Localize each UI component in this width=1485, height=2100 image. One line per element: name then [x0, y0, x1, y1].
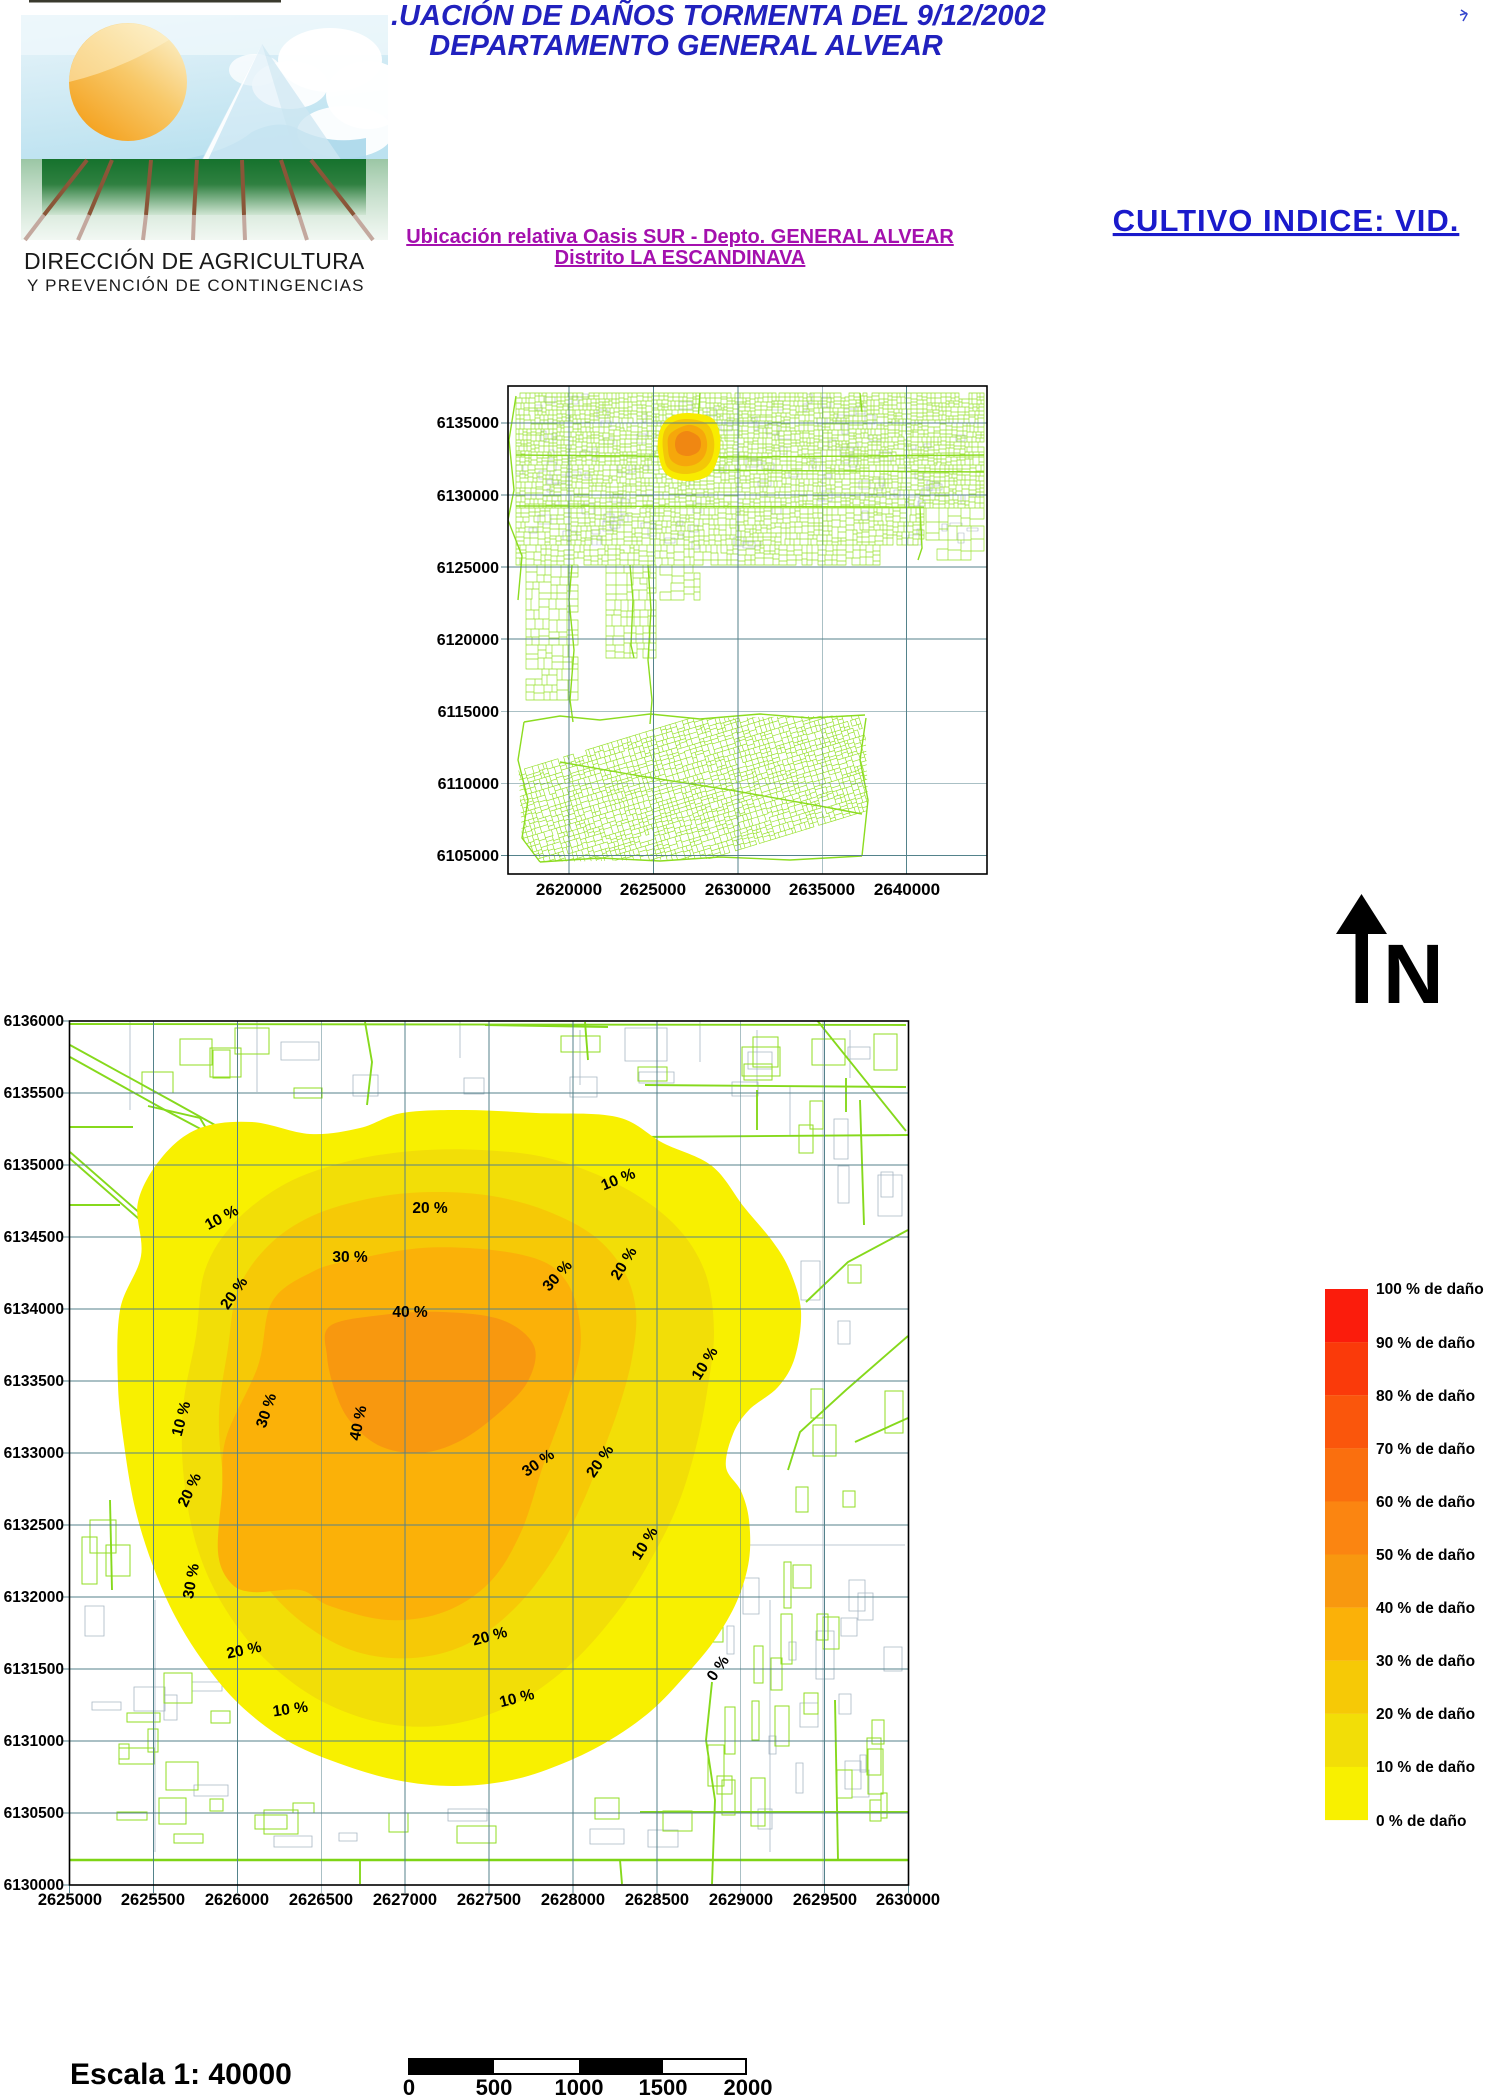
svg-text:6115000: 6115000: [438, 704, 500, 721]
svg-text:6110000: 6110000: [438, 776, 500, 793]
svg-text:Y PREVENCIÓN DE CONTINGENCIAS: Y PREVENCIÓN DE CONTINGENCIAS: [27, 276, 365, 295]
svg-text:2626000: 2626000: [205, 1891, 269, 1909]
svg-text:20 %: 20 %: [412, 1200, 448, 1217]
svg-text:2640000: 2640000: [874, 880, 940, 899]
svg-text:6135000: 6135000: [437, 415, 499, 432]
svg-text:30 %: 30 %: [180, 1562, 203, 1600]
svg-text:6105000: 6105000: [437, 848, 499, 865]
svg-text:Distrito LA ESCANDINAVA: Distrito LA ESCANDINAVA: [555, 247, 806, 269]
svg-text:6134000: 6134000: [4, 1301, 64, 1318]
svg-text:2626500: 2626500: [289, 1891, 353, 1909]
svg-text:Escala 1: 40000: Escala 1: 40000: [70, 2058, 292, 2091]
svg-text:80 % de daño: 80 % de daño: [1376, 1388, 1475, 1405]
svg-text:20 % de daño: 20 % de daño: [1376, 1706, 1475, 1723]
svg-text:2628000: 2628000: [541, 1891, 605, 1909]
svg-text:6134500: 6134500: [4, 1229, 64, 1246]
svg-text:30 % de daño: 30 % de daño: [1376, 1653, 1475, 1670]
svg-text:0 % de daño: 0 % de daño: [1376, 1813, 1466, 1830]
svg-text:2625000: 2625000: [38, 1891, 102, 1909]
svg-text:2635000: 2635000: [789, 880, 855, 899]
svg-text:50 % de daño: 50 % de daño: [1376, 1547, 1475, 1564]
svg-text:60 % de daño: 60 % de daño: [1376, 1494, 1475, 1511]
svg-text:6130000: 6130000: [437, 488, 499, 505]
svg-text:DIRECCIÓN DE AGRICULTURA: DIRECCIÓN DE AGRICULTURA: [24, 248, 365, 274]
svg-text:6136000: 6136000: [4, 1013, 64, 1030]
svg-text:2629000: 2629000: [709, 1891, 773, 1909]
svg-text:6131500: 6131500: [4, 1661, 64, 1678]
svg-text:CULTIVO INDICE: VID.: CULTIVO INDICE: VID.: [1113, 203, 1460, 238]
svg-text:2628500: 2628500: [625, 1891, 689, 1909]
svg-text:0 %: 0 %: [704, 1652, 733, 1684]
svg-text:1000: 1000: [555, 2075, 604, 2100]
svg-text:6132500: 6132500: [4, 1517, 64, 1534]
svg-text:6120000: 6120000: [437, 632, 499, 649]
svg-text:70 % de daño: 70 % de daño: [1376, 1441, 1475, 1458]
svg-text:100 % de daño: 100 % de daño: [1376, 1281, 1484, 1298]
svg-text:6130500: 6130500: [4, 1805, 64, 1822]
svg-text:500: 500: [476, 2075, 513, 2100]
svg-text:N: N: [1383, 927, 1444, 1021]
svg-text:.UACIÓN DE DAÑOS TORMENTA DEL: .UACIÓN DE DAÑOS TORMENTA DEL 9/12/2002: [391, 0, 1046, 32]
svg-text:6132000: 6132000: [4, 1589, 64, 1606]
svg-text:30 %: 30 %: [332, 1249, 368, 1266]
svg-text:2000: 2000: [724, 2075, 773, 2100]
svg-text:1500: 1500: [639, 2075, 688, 2100]
svg-text:2627500: 2627500: [457, 1891, 521, 1909]
svg-text:6135000: 6135000: [4, 1157, 64, 1174]
svg-text:90 % de daño: 90 % de daño: [1376, 1335, 1475, 1352]
svg-text:2629500: 2629500: [793, 1891, 857, 1909]
svg-text:40 % de daño: 40 % de daño: [1376, 1600, 1475, 1617]
svg-text:6133000: 6133000: [4, 1445, 64, 1462]
svg-text:0: 0: [403, 2075, 415, 2100]
svg-text:2625500: 2625500: [121, 1891, 185, 1909]
svg-text:6135500: 6135500: [4, 1085, 64, 1102]
svg-text:40 %: 40 %: [392, 1304, 428, 1321]
svg-text:6131000: 6131000: [4, 1733, 64, 1750]
svg-text:6125000: 6125000: [437, 560, 499, 577]
svg-text:10 %: 10 %: [272, 1699, 310, 1721]
svg-text:2630000: 2630000: [705, 880, 771, 899]
svg-text:6130000: 6130000: [4, 1877, 64, 1894]
svg-text:Ubicación relativa Oasis SUR -: Ubicación relativa Oasis SUR - Depto. GE…: [406, 226, 954, 248]
svg-text:2627000: 2627000: [373, 1891, 437, 1909]
svg-text:2625000: 2625000: [620, 880, 686, 899]
svg-text:DEPARTAMENTO GENERAL ALVEAR: DEPARTAMENTO GENERAL ALVEAR: [429, 30, 943, 62]
svg-text:2620000: 2620000: [536, 880, 602, 899]
svg-text:6133500: 6133500: [4, 1373, 64, 1390]
svg-text:10 % de daño: 10 % de daño: [1376, 1759, 1475, 1776]
svg-text:2630000: 2630000: [876, 1891, 940, 1909]
